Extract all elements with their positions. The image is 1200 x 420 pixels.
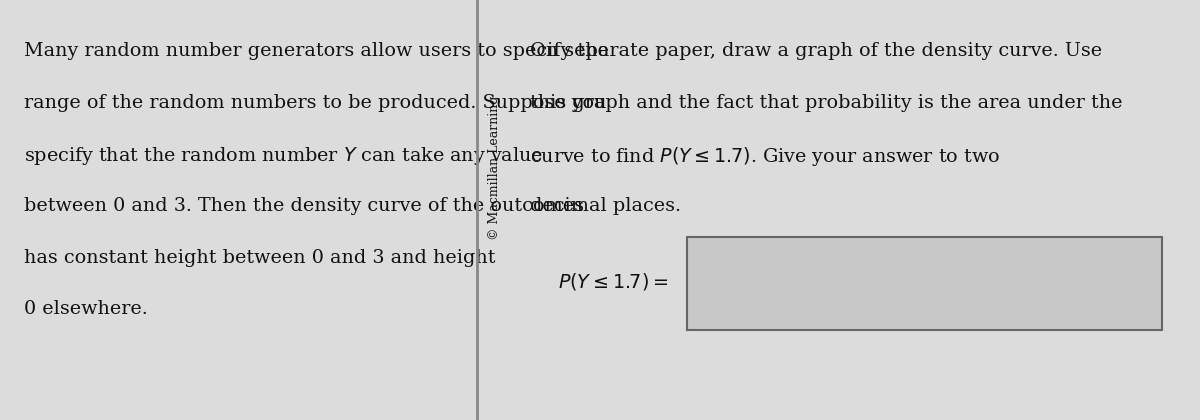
Text: range of the random numbers to be produced. Suppose you: range of the random numbers to be produc…: [24, 94, 606, 112]
FancyBboxPatch shape: [686, 237, 1162, 330]
Text: has constant height between 0 and 3 and height: has constant height between 0 and 3 and …: [24, 249, 496, 267]
Text: © Macmillan Learning: © Macmillan Learning: [488, 96, 502, 240]
Text: On separate paper, draw a graph of the density curve. Use: On separate paper, draw a graph of the d…: [530, 42, 1102, 60]
Text: 0 elsewhere.: 0 elsewhere.: [24, 300, 148, 318]
Text: Many random number generators allow users to specify the: Many random number generators allow user…: [24, 42, 608, 60]
Text: this graph and the fact that probability is the area under the: this graph and the fact that probability…: [530, 94, 1122, 112]
Text: $P(Y \leq 1.7) =$: $P(Y \leq 1.7) =$: [558, 271, 668, 292]
Text: specify that the random number $\mathit{Y}$ can take any value: specify that the random number $\mathit{…: [24, 145, 542, 167]
Text: between 0 and 3. Then the density curve of the outcomes: between 0 and 3. Then the density curve …: [24, 197, 583, 215]
Text: curve to find $P(Y \leq 1.7)$. Give your answer to two: curve to find $P(Y \leq 1.7)$. Give your…: [530, 145, 1000, 168]
Text: decimal places.: decimal places.: [530, 197, 680, 215]
